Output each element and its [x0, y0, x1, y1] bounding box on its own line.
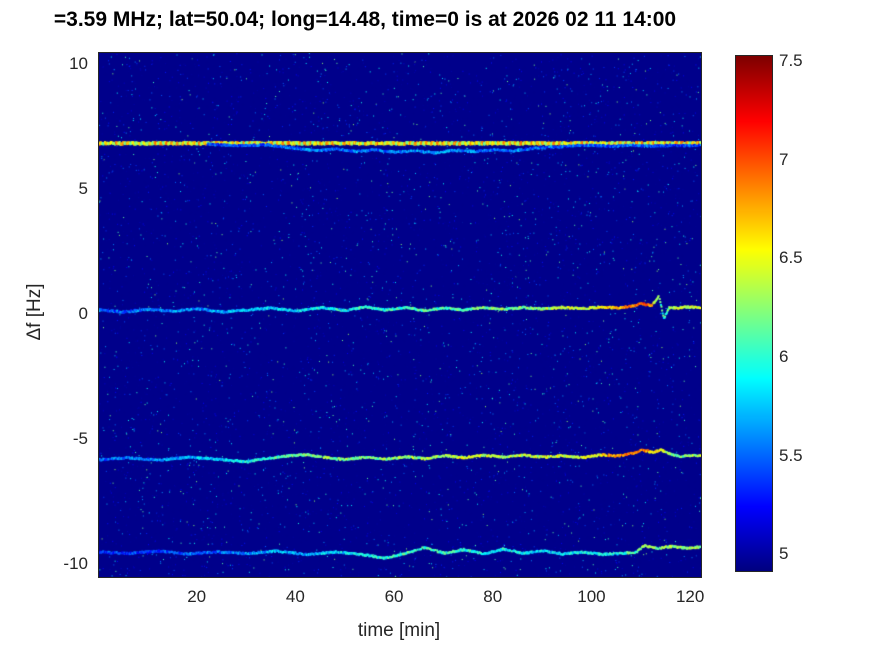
x-tick-label: 40 — [285, 587, 305, 606]
y-tick-label: -5 — [72, 428, 88, 448]
x-tick-label: 20 — [187, 587, 207, 606]
x-tick-label: 100 — [577, 587, 606, 606]
x-tick-label: 80 — [483, 587, 503, 606]
y-tick-label: 10 — [69, 54, 88, 74]
heatmap-plot — [98, 52, 702, 578]
colorbar — [735, 55, 773, 572]
colorbar-tick-label: 6 — [779, 346, 789, 366]
y-tick-label: -10 — [63, 553, 88, 573]
chart-title: =3.59 MHz; lat=50.04; long=14.48, time=0… — [53, 8, 677, 31]
y-tick-label: 0 — [78, 304, 88, 323]
x-tick-label: 60 — [384, 587, 404, 606]
colorbar-tick-label: 5 — [779, 544, 789, 564]
x-axis-label: time [min] — [357, 620, 441, 641]
colorbar-tick-label: 7.5 — [779, 50, 803, 70]
colorbar-tick-label: 6.5 — [779, 248, 803, 268]
colorbar-tick-label: 5.5 — [779, 445, 803, 465]
x-tick-label: 120 — [675, 587, 705, 606]
colorbar-tick-label: 7 — [779, 149, 789, 169]
y-tick-label: 5 — [78, 179, 88, 199]
